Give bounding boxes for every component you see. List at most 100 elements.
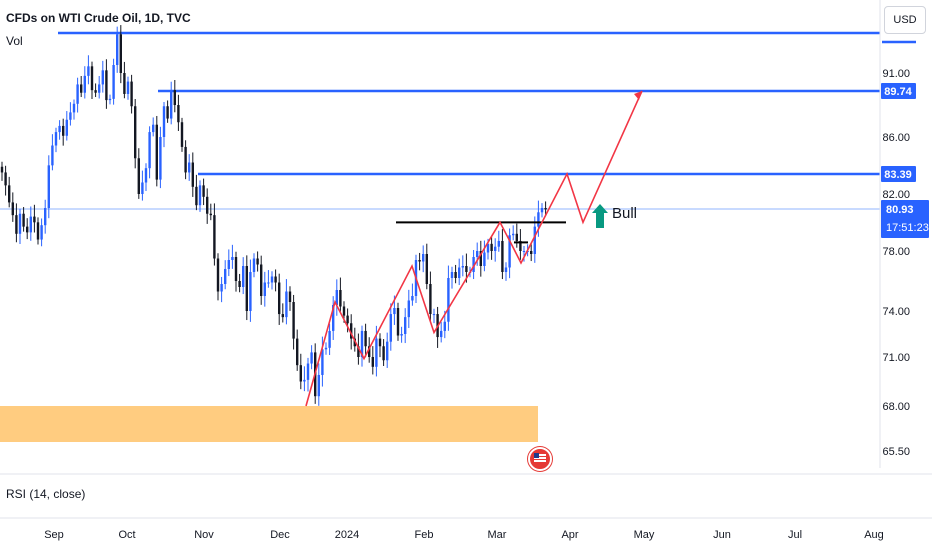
candle bbox=[119, 25, 122, 84]
candle-body bbox=[454, 272, 457, 278]
candle-body bbox=[422, 254, 425, 262]
candle bbox=[382, 339, 385, 366]
candle-body bbox=[116, 34, 119, 65]
candle-body bbox=[159, 137, 162, 180]
candle bbox=[299, 353, 302, 390]
countdown-timer: 17:51:23 bbox=[886, 222, 929, 234]
current-price-tag-bg bbox=[881, 200, 929, 238]
rsi-label[interactable]: RSI (14, close) bbox=[6, 487, 86, 501]
candle-body bbox=[540, 208, 544, 213]
candle bbox=[260, 255, 263, 305]
candle-body bbox=[267, 282, 270, 284]
candle bbox=[26, 218, 29, 240]
candle bbox=[170, 81, 173, 125]
candle-body bbox=[22, 213, 25, 227]
candle bbox=[515, 223, 518, 248]
current-price-tag: 80.93 bbox=[886, 204, 914, 216]
candle-body bbox=[432, 314, 436, 316]
candle-body bbox=[173, 90, 176, 106]
candle-body bbox=[299, 365, 302, 382]
candle-body bbox=[105, 70, 108, 101]
candle-body bbox=[87, 66, 90, 76]
candle bbox=[173, 80, 176, 113]
candle bbox=[508, 228, 511, 279]
candle bbox=[180, 117, 184, 152]
candle bbox=[159, 126, 162, 189]
candle bbox=[540, 203, 544, 218]
candle-body bbox=[533, 226, 536, 254]
candle-body bbox=[0, 166, 4, 173]
candle bbox=[324, 342, 328, 355]
candle-body bbox=[224, 269, 227, 284]
plot-area bbox=[0, 0, 880, 468]
candle bbox=[40, 218, 43, 247]
candle-body bbox=[242, 266, 245, 287]
projection-arrowhead bbox=[634, 91, 642, 100]
volume-label[interactable]: Vol bbox=[6, 34, 23, 48]
candle bbox=[371, 346, 374, 375]
candle-body bbox=[411, 296, 414, 301]
candle-body bbox=[51, 145, 54, 166]
candle-body bbox=[155, 124, 158, 180]
candle-body bbox=[18, 213, 22, 234]
currency-button[interactable]: USD bbox=[884, 6, 926, 34]
candle-body bbox=[501, 240, 504, 272]
candle-body bbox=[54, 132, 58, 146]
candle bbox=[317, 363, 320, 406]
candle bbox=[220, 276, 223, 303]
candle-body bbox=[40, 225, 43, 240]
candle-body bbox=[544, 208, 547, 210]
candle-body bbox=[33, 216, 36, 223]
candle bbox=[184, 140, 187, 180]
candle-body bbox=[497, 240, 500, 247]
candle-body bbox=[231, 257, 234, 260]
candle bbox=[33, 204, 36, 233]
candle bbox=[461, 255, 464, 277]
x-tick-label: Apr bbox=[561, 529, 578, 541]
candle bbox=[278, 273, 281, 325]
candle bbox=[112, 58, 115, 105]
candle bbox=[216, 253, 220, 301]
us-flag-icon[interactable] bbox=[528, 447, 552, 471]
candle-body bbox=[137, 158, 140, 194]
candle-body bbox=[47, 165, 50, 209]
candle-body bbox=[324, 347, 328, 350]
candle-body bbox=[141, 182, 144, 194]
candle-body bbox=[285, 291, 288, 318]
candle bbox=[130, 74, 133, 114]
candle-body bbox=[486, 243, 490, 253]
candle bbox=[332, 296, 335, 340]
candle-body bbox=[8, 185, 11, 203]
y-tick-label: 71.00 bbox=[882, 352, 910, 364]
candle-body bbox=[180, 122, 184, 147]
candle-body bbox=[94, 90, 97, 93]
candle-body bbox=[519, 240, 522, 251]
candle-body bbox=[83, 75, 86, 93]
candle bbox=[429, 271, 432, 322]
candle-body bbox=[29, 216, 32, 233]
y-tick-label: 74.00 bbox=[882, 306, 910, 318]
candle-body bbox=[152, 124, 155, 133]
candle bbox=[62, 118, 65, 146]
bull-arrow-icon bbox=[592, 204, 608, 228]
candle bbox=[360, 325, 364, 367]
chart-title[interactable]: CFDs on WTI Crude Oil, 1D, TVC bbox=[6, 11, 191, 25]
candle-body bbox=[429, 284, 432, 315]
candle-body bbox=[342, 306, 346, 316]
candle-body bbox=[515, 233, 518, 241]
candle bbox=[458, 258, 461, 286]
candle-body bbox=[15, 215, 18, 234]
x-tick-label: Nov bbox=[194, 529, 214, 541]
candle-body bbox=[357, 346, 360, 357]
candle-body bbox=[400, 334, 403, 336]
x-tick-label: Mar bbox=[488, 529, 507, 541]
candle bbox=[29, 206, 32, 241]
candle-body bbox=[353, 338, 356, 347]
candle-body bbox=[494, 246, 497, 251]
candle bbox=[504, 262, 508, 281]
candle-body bbox=[418, 260, 421, 262]
candle-body bbox=[386, 341, 389, 361]
candle bbox=[339, 277, 342, 312]
